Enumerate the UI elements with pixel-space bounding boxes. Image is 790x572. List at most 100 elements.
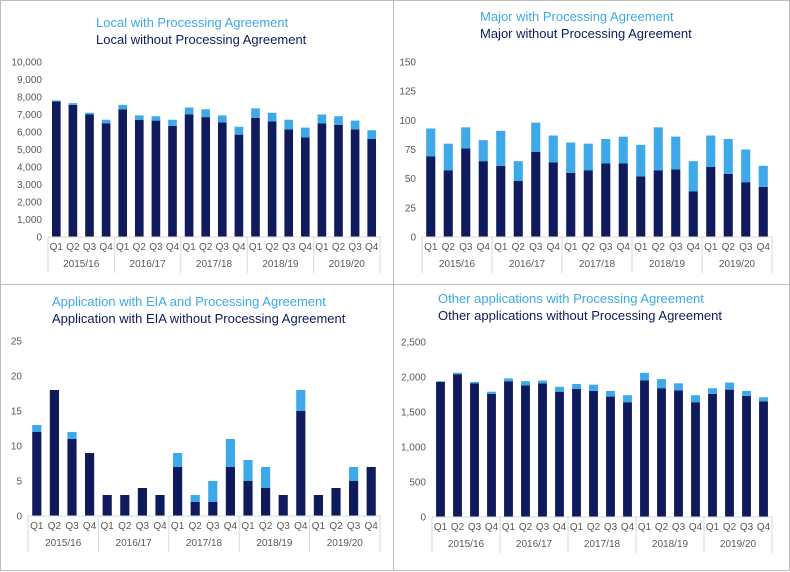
chart-eia-quarter-label: Q4 xyxy=(365,521,379,532)
chart-local-ytick: 3,000 xyxy=(17,180,42,191)
legend-without-local: Local without Processing Agreement xyxy=(96,32,307,47)
chart-other-bar-without xyxy=(504,381,513,517)
chart-local-bar-without xyxy=(184,114,194,237)
chart-other-bar-with xyxy=(504,378,513,382)
chart-other-bar-with xyxy=(742,391,751,396)
chart-major-quarter-label: Q1 xyxy=(634,242,648,253)
chart-other-year-label: 2019/20 xyxy=(720,539,757,550)
chart-major-bar-without xyxy=(478,161,488,237)
chart-eia-quarter-label: Q3 xyxy=(347,521,361,532)
chart-local-bar-with xyxy=(201,109,211,118)
chart-eia-bar-without xyxy=(67,439,77,516)
legend-with-local: Local with Processing Agreement xyxy=(96,15,289,30)
chart-eia-ytick: 15 xyxy=(11,407,23,418)
chart-eia-bar-without xyxy=(49,390,59,516)
chart-major-bar-with xyxy=(496,130,506,166)
chart-other-bar-with xyxy=(589,384,598,391)
chart-other-quarter-label: Q4 xyxy=(757,522,771,533)
chart-eia-ytick: 0 xyxy=(16,512,22,523)
chart-major-bar-with xyxy=(461,127,471,149)
chart-other-bar-without xyxy=(691,402,700,517)
chart-major-bar-with xyxy=(723,139,733,174)
chart-local-bar-without xyxy=(168,125,177,237)
chart-other-bar-without xyxy=(436,381,445,517)
chart-local-bar-without xyxy=(251,118,260,237)
chart-eia: Application with EIA and Processing Agre… xyxy=(0,285,393,571)
chart-local-quarter-label: Q1 xyxy=(50,242,64,253)
chart-major-bar-with xyxy=(601,139,611,164)
chart-major-bar-with xyxy=(758,165,768,187)
chart-local-year-label: 2017/18 xyxy=(196,259,233,270)
chart-eia-ytick: 20 xyxy=(11,372,23,383)
chart-local-quarter-label: Q2 xyxy=(332,242,346,253)
chart-other-bar-with xyxy=(521,381,530,386)
chart-other-bar-without xyxy=(623,402,632,517)
chart-local-bar-without xyxy=(151,120,161,237)
chart-other-ytick: 2,000 xyxy=(401,373,426,384)
chart-major-bar-with xyxy=(583,143,593,171)
chart-eia-quarter-label: Q1 xyxy=(312,521,326,532)
chart-eia-quarter-label: Q1 xyxy=(171,521,185,532)
chart-local-quarter-label: Q3 xyxy=(282,242,296,253)
chart-local-svg: 0 1,000 2,000 3,000 4,000 5,000 6,000 7,000 8,00… xyxy=(11,58,381,273)
chart-local-year-label: 2015/16 xyxy=(63,259,100,270)
chart-local-ytick: 7,000 xyxy=(17,110,42,121)
chart-major-bar-with xyxy=(653,127,663,171)
chart-eia-quarter-label: Q3 xyxy=(65,521,79,532)
chart-eia-quarter-label: Q3 xyxy=(136,521,150,532)
chart-local-year-label: 2019/20 xyxy=(329,259,366,270)
chart-eia-year-label: 2017/18 xyxy=(186,538,223,549)
chart-eia-bar-with xyxy=(67,432,77,439)
chart-other-bar-without xyxy=(708,393,717,517)
chart-local-year-label: 2018/19 xyxy=(262,259,299,270)
horizontal-divider xyxy=(0,284,790,285)
chart-local-bar-without xyxy=(367,139,377,237)
chart-local-bar-without xyxy=(350,129,360,237)
vertical-divider xyxy=(393,0,394,571)
chart-local-bar-with xyxy=(317,114,327,124)
chart-local-ytick: 10,000 xyxy=(11,58,42,69)
chart-other-bar-without xyxy=(453,374,462,517)
chart-local-quarter-label: Q1 xyxy=(116,242,130,253)
chart-major-bar-with xyxy=(513,161,523,181)
chart-major-bar-without xyxy=(636,176,646,237)
chart-eia-ytick: 5 xyxy=(16,477,22,488)
chart-eia-bar-without xyxy=(296,411,306,516)
chart-eia-bar-without xyxy=(120,495,130,516)
chart-other-ytick: 2,500 xyxy=(401,338,426,349)
chart-local-quarter-label: Q2 xyxy=(133,242,147,253)
chart-other-ytick: 0 xyxy=(420,513,426,524)
chart-major-quarter-label: Q3 xyxy=(669,242,683,253)
chart-other-bar-with xyxy=(657,379,666,389)
legend-with-eia: Application with EIA and Processing Agre… xyxy=(52,294,326,309)
chart-other-bar-without xyxy=(470,383,479,517)
chart-major-bar-without xyxy=(548,162,558,237)
chart-other-bar-without xyxy=(742,395,751,517)
chart-eia-quarter-label: Q2 xyxy=(329,521,343,532)
chart-local-bar-with xyxy=(251,108,260,118)
chart-local-ytick: 4,000 xyxy=(17,163,42,174)
chart-eia-year-label: 2018/19 xyxy=(256,538,293,549)
chart-local-bar-with xyxy=(334,116,343,125)
chart-local-quarter-label: Q4 xyxy=(99,242,113,253)
chart-local-bar-with xyxy=(367,130,377,139)
chart-local-quarter-label: Q1 xyxy=(315,242,329,253)
chart-eia-bar-without xyxy=(366,467,376,516)
chart-local-bar-with xyxy=(300,127,310,138)
chart-local-bar-without xyxy=(217,122,227,237)
chart-other-bar-with xyxy=(640,372,649,381)
chart-eia-bar-without xyxy=(349,481,359,516)
chart-major-ytick: 75 xyxy=(405,145,417,156)
chart-other-bar-with xyxy=(691,395,700,403)
chart-other-quarter-label: Q1 xyxy=(434,522,448,533)
chart-major-bar-without xyxy=(566,172,576,237)
chart-local-bar-without xyxy=(267,121,277,237)
chart-other-quarter-label: Q1 xyxy=(570,522,584,533)
chart-local-bar-with xyxy=(151,116,161,121)
chart-other-quarter-label: Q2 xyxy=(587,522,601,533)
chart-major-year-label: 2019/20 xyxy=(719,259,756,270)
chart-other-bar-with xyxy=(538,380,547,384)
chart-major-bar-without xyxy=(671,169,681,237)
chart-major-quarter-label: Q1 xyxy=(704,242,718,253)
